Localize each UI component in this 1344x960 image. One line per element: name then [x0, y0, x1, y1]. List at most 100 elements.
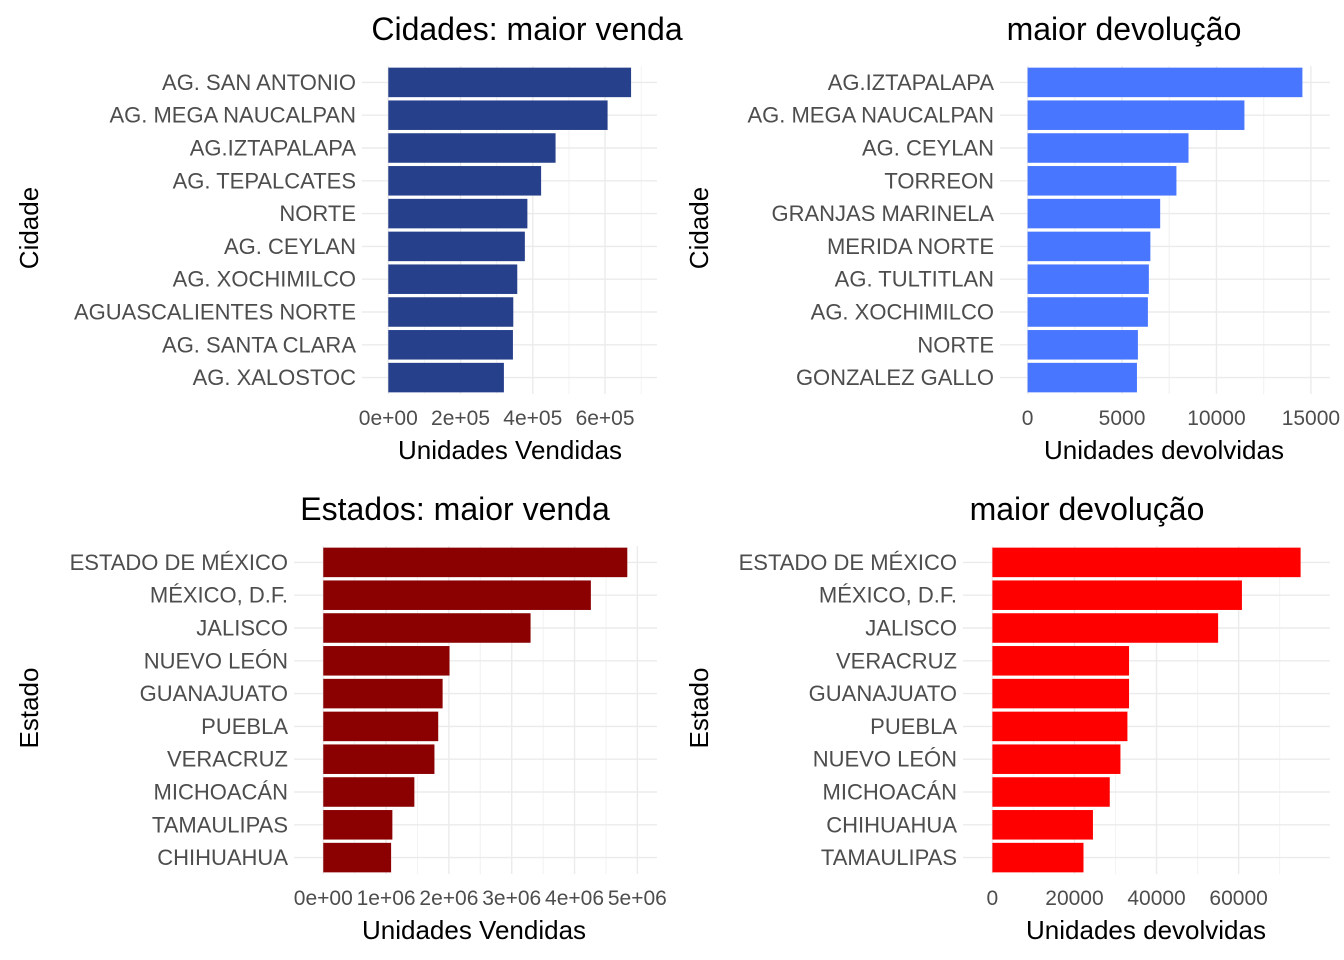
bar — [1027, 231, 1151, 262]
chart-panel-4: ESTADO DE MÉXICO MÉXICO, D.F. JALISCO VERAC… — [684, 491, 1330, 945]
bar — [323, 777, 415, 807]
x-tick-label: 5e+06 — [608, 887, 667, 910]
bar — [1027, 100, 1245, 130]
category-label: AG. MEGA NAUCALPAN — [109, 103, 356, 128]
x-tick-label: 2e+05 — [431, 407, 490, 430]
bar — [388, 198, 528, 229]
bar — [1027, 362, 1137, 393]
bar — [388, 133, 556, 163]
category-label: TORREON — [884, 168, 994, 193]
bar — [1027, 166, 1177, 196]
x-tick-label: 20000 — [1045, 887, 1103, 910]
bar — [992, 711, 1128, 742]
chart-panel-2: AG.IZTAPALAPA AG. MEGA NAUCALPAN AG. CEYL… — [684, 11, 1340, 465]
chart-panel-3: ESTADO DE MÉXICO MÉXICO, D.F. JALISCO NUEVO… — [14, 491, 667, 945]
category-label: CHIHUAHUA — [157, 845, 288, 870]
bar — [992, 547, 1301, 578]
y-axis-title: Estado — [684, 668, 714, 749]
x-tick-label: 60000 — [1209, 887, 1267, 910]
category-label: ESTADO DE MÉXICO — [70, 550, 288, 575]
y-axis-title: Cidade — [684, 187, 714, 269]
category-label: AG. TULTITLAN — [835, 267, 994, 292]
category-label: MICHOACÁN — [823, 780, 957, 805]
bar — [323, 547, 628, 578]
x-tick-label: 5000 — [1099, 407, 1146, 430]
bar — [323, 711, 439, 742]
chart-panel-1: AG. SAN ANTONIO AG. MEGA NAUCALPAN AG.IZTA… — [14, 11, 683, 465]
category-label: GUANAJUATO — [140, 681, 288, 706]
category-label: AGUASCALIENTES NORTE — [74, 300, 356, 325]
bar — [992, 842, 1084, 873]
category-label: MÉXICO, D.F. — [150, 583, 288, 608]
category-label: MICHOACÁN — [154, 780, 288, 805]
x-tick-label: 3e+06 — [482, 887, 541, 910]
category-label: AG. XOCHIMILCO — [811, 300, 994, 325]
x-axis-title: Unidades Vendidas — [398, 435, 622, 465]
category-label: AG. MEGA NAUCALPAN — [747, 103, 994, 128]
bar — [323, 646, 450, 676]
category-label: TAMAULIPAS — [152, 812, 288, 837]
chart-title: Estados: maior venda — [300, 491, 610, 527]
category-label: JALISCO — [865, 616, 957, 641]
x-tick-label: 2e+06 — [419, 887, 478, 910]
bar — [323, 744, 435, 774]
bar — [1027, 330, 1138, 360]
category-label: NORTE — [279, 201, 356, 226]
x-axis-title: Unidades devolvidas — [1044, 435, 1284, 465]
category-label: AG. XOCHIMILCO — [173, 267, 356, 292]
category-label: VERACRUZ — [167, 747, 288, 772]
category-label: NORTE — [917, 332, 994, 357]
category-label: PUEBLA — [870, 714, 957, 739]
bar — [388, 330, 513, 360]
chart-title: Cidades: maior venda — [371, 11, 682, 47]
x-axis-title: Unidades devolvidas — [1026, 915, 1266, 945]
bar — [992, 580, 1242, 610]
x-tick-label: 4e+06 — [545, 887, 604, 910]
chart-title: maior devolução — [1007, 11, 1242, 47]
bar — [323, 613, 531, 643]
bar — [323, 810, 393, 840]
x-tick-label: 40000 — [1127, 887, 1185, 910]
x-tick-label: 1e+06 — [357, 887, 416, 910]
x-tick-label: 15000 — [1282, 407, 1340, 430]
bar — [1027, 297, 1148, 327]
x-tick-label: 10000 — [1187, 407, 1245, 430]
x-tick-label: 0e+00 — [294, 887, 353, 910]
bar — [992, 646, 1130, 676]
chart-title: maior devolução — [970, 491, 1205, 527]
category-label: GONZALEZ GALLO — [796, 365, 994, 390]
category-label: MERIDA NORTE — [827, 234, 994, 259]
x-axis-title: Unidades Vendidas — [362, 915, 586, 945]
category-label: AG. CEYLAN — [224, 234, 356, 259]
bar — [388, 264, 518, 294]
y-axis-title: Estado — [14, 668, 44, 749]
category-label: VERACRUZ — [836, 648, 957, 673]
bar — [323, 678, 443, 709]
x-tick-label: 0 — [987, 887, 999, 910]
category-label: AG. SANTA CLARA — [162, 332, 356, 357]
bar — [992, 744, 1121, 774]
x-tick-label: 4e+05 — [503, 407, 562, 430]
category-label: GUANAJUATO — [809, 681, 957, 706]
bar — [1027, 133, 1189, 163]
category-label: NUEVO LEÓN — [813, 747, 957, 772]
category-label: GRANJAS MARINELA — [772, 201, 995, 226]
category-label: AG.IZTAPALAPA — [190, 136, 357, 161]
bar — [1027, 67, 1303, 98]
category-label: TAMAULIPAS — [821, 845, 957, 870]
category-label: CHIHUAHUA — [826, 812, 957, 837]
bar — [388, 297, 514, 327]
x-tick-label: 0e+00 — [359, 407, 418, 430]
x-tick-label: 6e+05 — [576, 407, 635, 430]
bar — [992, 810, 1093, 840]
x-tick-label: 0 — [1022, 407, 1034, 430]
category-label: MÉXICO, D.F. — [819, 583, 957, 608]
bar — [1027, 264, 1149, 294]
bar — [388, 100, 608, 130]
bar — [323, 580, 591, 610]
bar — [388, 362, 504, 393]
bar — [323, 842, 392, 873]
category-label: ESTADO DE MÉXICO — [739, 550, 957, 575]
category-label: PUEBLA — [201, 714, 288, 739]
category-label: AG. CEYLAN — [862, 136, 994, 161]
